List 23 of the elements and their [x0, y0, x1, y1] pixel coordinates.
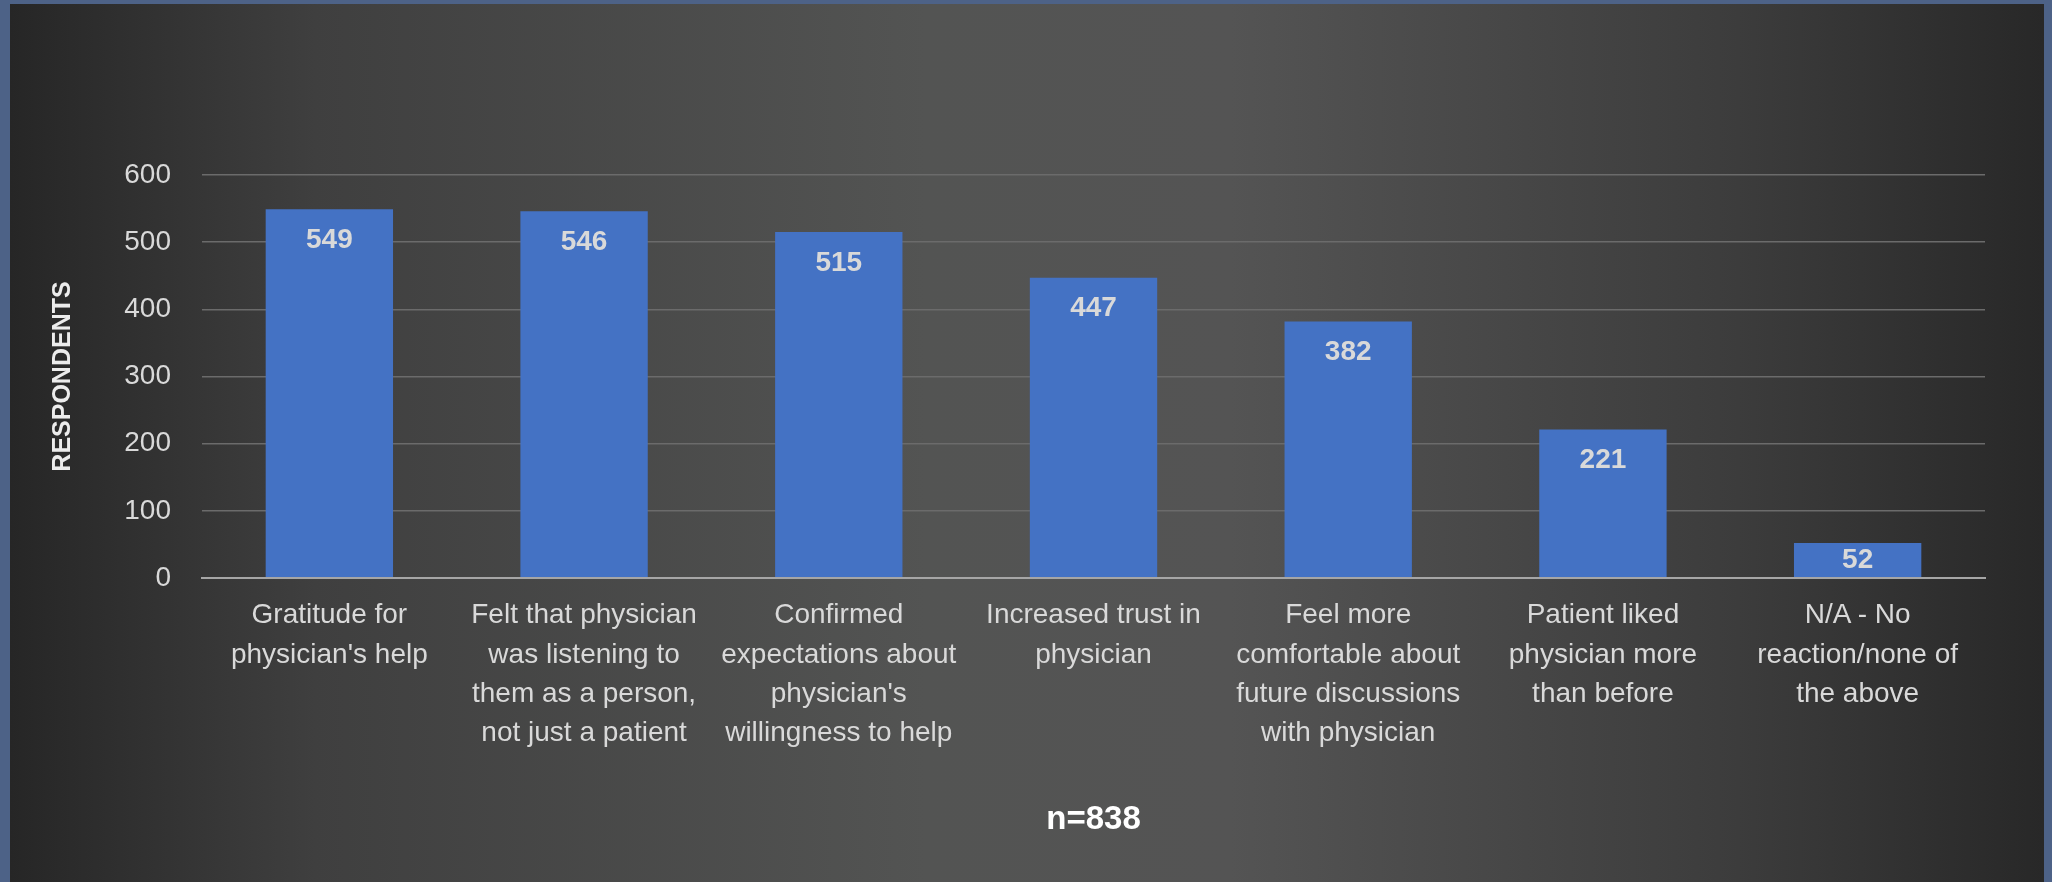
y-tick-label: 300	[124, 359, 171, 391]
data-label: 546	[560, 224, 608, 256]
x-tick-label: Patient liked physician more than before	[1508, 598, 1698, 708]
data-label: 382	[1324, 335, 1372, 367]
y-tick-label: 500	[124, 224, 171, 256]
x-tick-label: Felt that physician was listening to them as a person, not just a patient	[471, 598, 697, 747]
y-axis-title: RESPONDENTS	[46, 281, 75, 472]
y-tick-label: 200	[124, 426, 171, 458]
x-axis-title: n=838	[1046, 799, 1141, 837]
data-label: 515	[815, 245, 863, 277]
y-tick-label: 0	[155, 560, 171, 592]
x-tick-label: Feel more comfortable about future discussions with physician	[1236, 598, 1461, 747]
x-tick-label: Gratitude for physician's help	[230, 598, 428, 669]
x-tick-label: Confirmed expectations about physician's willingness to help	[721, 598, 957, 747]
x-tick-label: Increased trust in physician	[986, 598, 1201, 669]
x-tick-label: N/A - No reaction/none of the above	[1757, 598, 1959, 708]
data-label: 52	[1842, 542, 1874, 574]
data-label: 447	[1070, 291, 1117, 323]
y-tick-label: 100	[124, 493, 171, 525]
data-label: 221	[1579, 443, 1627, 475]
y-tick-label: 400	[124, 292, 171, 324]
y-tick-label: 600	[124, 157, 171, 189]
data-label: 549	[306, 222, 353, 254]
